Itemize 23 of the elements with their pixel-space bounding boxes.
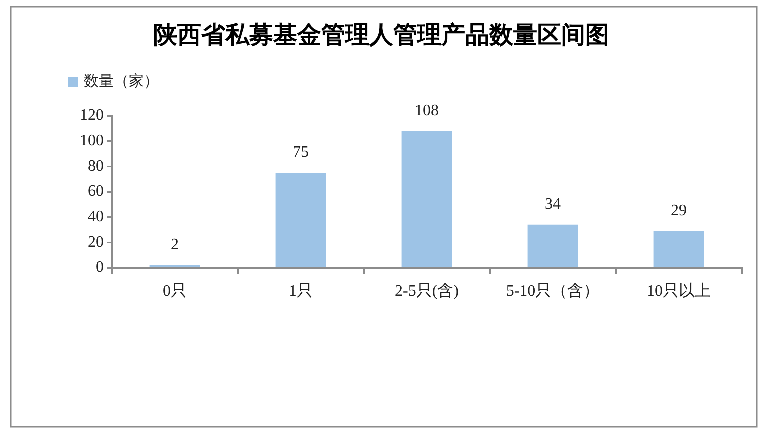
x-tick-label: 0只 (163, 282, 187, 300)
x-tick-label: 10只以上 (647, 282, 711, 300)
legend-label: 数量（家） (84, 72, 159, 90)
x-tick-label: 2-5只(含) (395, 282, 459, 300)
data-label: 2 (171, 236, 179, 254)
bar (402, 131, 452, 268)
data-label: 34 (545, 196, 561, 214)
data-label: 108 (415, 102, 439, 120)
y-tick-label: 80 (88, 158, 104, 175)
data-label: 75 (293, 144, 309, 162)
y-tick-label: 60 (88, 183, 104, 200)
bar (528, 224, 578, 268)
x-tick-label: 1只 (289, 282, 313, 300)
x-tick-label: 5-10只（含） (506, 282, 600, 300)
y-tick-label: 0 (96, 259, 104, 276)
y-tick-label: 100 (80, 132, 104, 150)
y-tick-label: 20 (88, 234, 104, 251)
bar (654, 231, 704, 268)
y-tick-label: 40 (88, 208, 104, 226)
data-label: 29 (671, 202, 687, 220)
bar (276, 173, 326, 268)
y-tick-label: 120 (80, 107, 104, 124)
chart-title: 陕西省私募基金管理人管理产品数量区间图 (154, 22, 610, 50)
